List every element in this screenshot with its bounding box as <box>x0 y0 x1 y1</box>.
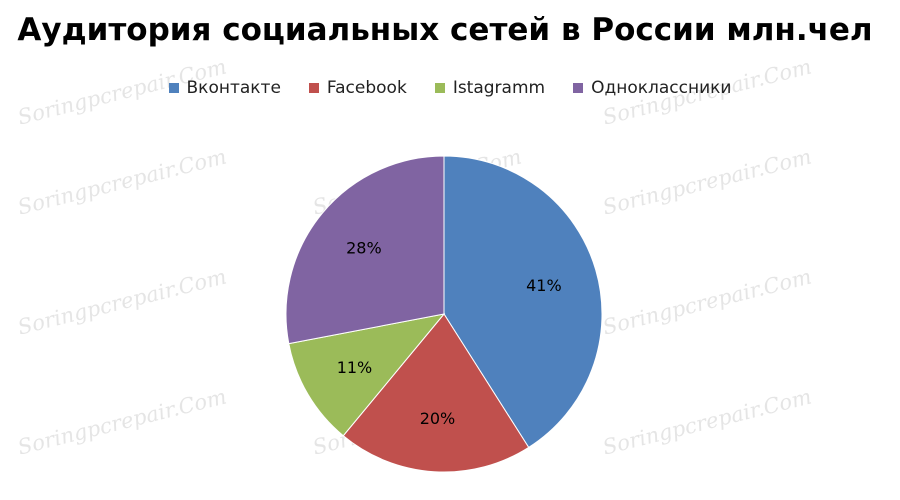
legend-label: Facebook <box>326 78 407 98</box>
pie-slice-odnoklassniki <box>285 155 445 345</box>
slice-label-vkontakte: 41% <box>526 276 562 295</box>
legend-swatch <box>434 83 445 93</box>
legend-swatch <box>168 83 179 93</box>
pie-slice-instagram <box>288 313 446 437</box>
slice-label-instagram: 11% <box>337 358 373 377</box>
legend-item-vkontakte: Вконтакте <box>168 78 281 98</box>
pie-slice-facebook <box>342 313 530 473</box>
legend-item-instagram: Istagramm <box>434 78 546 98</box>
legend-label: Вконтакте <box>186 78 281 98</box>
legend: Вконтакте Facebook Istagramm Одноклассни… <box>0 78 900 98</box>
legend-label: Одноклассники <box>591 78 732 98</box>
legend-swatch <box>573 83 584 93</box>
legend-swatch <box>308 83 319 93</box>
slice-label-odnoklassniki: 28% <box>346 239 382 258</box>
legend-label: Istagramm <box>452 78 546 98</box>
slice-label-facebook: 20% <box>420 409 456 428</box>
legend-item-facebook: Facebook <box>308 78 407 98</box>
legend-item-odnoklassniki: Одноклассники <box>573 78 731 98</box>
chart-title: Аудитория социальных сетей в России млн.… <box>17 12 873 48</box>
pie-slice-vkontakte <box>443 155 603 449</box>
